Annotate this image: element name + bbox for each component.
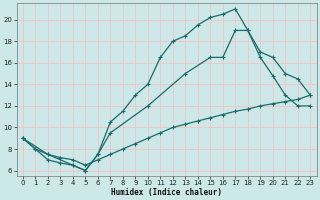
X-axis label: Humidex (Indice chaleur): Humidex (Indice chaleur) xyxy=(111,188,222,197)
